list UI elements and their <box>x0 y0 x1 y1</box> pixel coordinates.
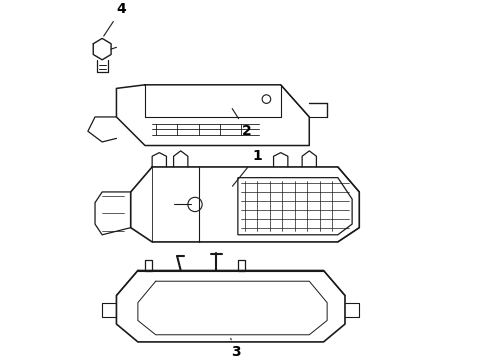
Text: 2: 2 <box>232 109 251 138</box>
Text: 3: 3 <box>231 338 240 359</box>
Text: 1: 1 <box>232 149 262 186</box>
Text: 4: 4 <box>104 3 126 36</box>
